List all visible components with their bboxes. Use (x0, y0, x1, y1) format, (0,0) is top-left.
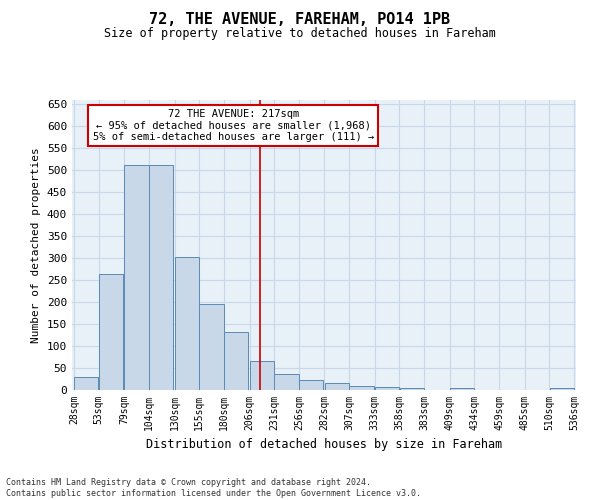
Bar (74, 377, 98, 390)
Bar (199, 304, 224, 390)
Bar (274, 374, 299, 390)
Bar (550, 388, 574, 390)
Bar (349, 386, 374, 390)
Bar (400, 388, 424, 390)
Text: 72, THE AVENUE, FAREHAM, PO14 1PB: 72, THE AVENUE, FAREHAM, PO14 1PB (149, 12, 451, 28)
Y-axis label: Number of detached properties: Number of detached properties (31, 147, 41, 343)
Bar (299, 380, 323, 390)
Bar (149, 166, 173, 390)
Bar (325, 384, 349, 390)
Text: 72 THE AVENUE: 217sqm
← 95% of detached houses are smaller (1,968)
5% of semi-de: 72 THE AVENUE: 217sqm ← 95% of detached … (92, 108, 374, 142)
Bar (99, 274, 123, 390)
Text: Contains HM Land Registry data © Crown copyright and database right 2024.
Contai: Contains HM Land Registry data © Crown c… (6, 478, 421, 498)
Bar (450, 388, 474, 390)
Bar (124, 166, 149, 390)
Bar (224, 332, 248, 390)
Bar (375, 387, 400, 390)
Bar (175, 257, 199, 390)
Text: Size of property relative to detached houses in Fareham: Size of property relative to detached ho… (104, 28, 496, 40)
Bar (250, 362, 274, 390)
X-axis label: Distribution of detached houses by size in Fareham: Distribution of detached houses by size … (146, 438, 502, 452)
